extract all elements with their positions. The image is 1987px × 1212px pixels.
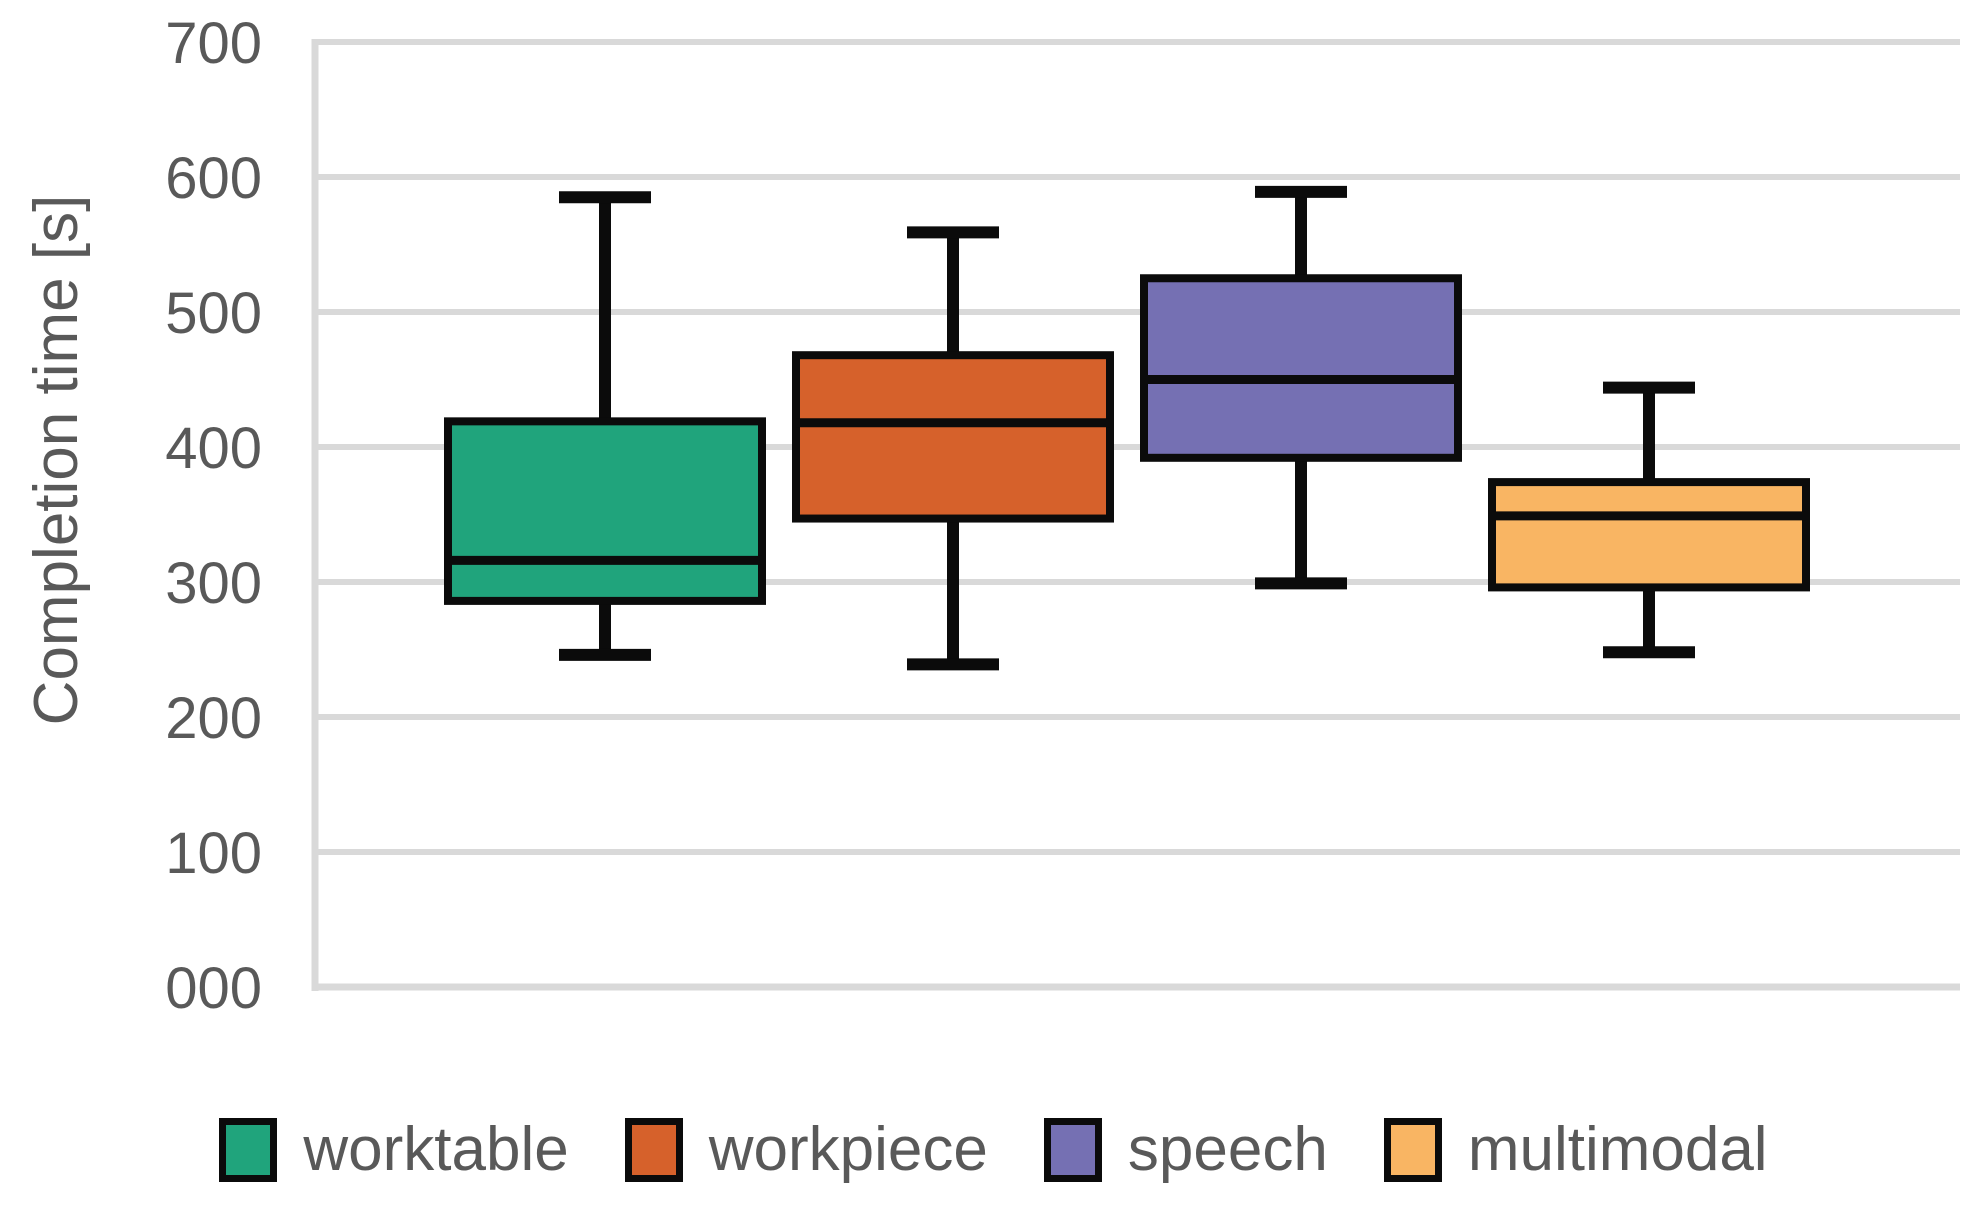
box-worktable — [444, 417, 766, 605]
legend-item-workpiece: workpiece — [624, 1115, 988, 1184]
legend-label: multimodal — [1467, 1115, 1768, 1184]
y-tick-label: 700 — [165, 11, 262, 76]
legend-item-multimodal: multimodal — [1383, 1115, 1768, 1184]
legend: worktable workpiece speech multimodal — [0, 1118, 1987, 1182]
box-workpiece — [792, 351, 1114, 523]
y-tick-label: 000 — [165, 956, 262, 1021]
y-tick-label: 100 — [165, 821, 262, 886]
legend-swatch-speech — [1043, 1118, 1102, 1182]
legend-label: speech — [1127, 1115, 1328, 1184]
y-tick-label: 500 — [165, 281, 262, 346]
legend-swatch-multimodal — [1383, 1118, 1442, 1182]
y-tick-label: 400 — [165, 416, 262, 481]
legend-label: workpiece — [708, 1115, 988, 1184]
box-multimodal — [1488, 478, 1810, 592]
legend-swatch-worktable — [219, 1118, 278, 1182]
legend-item-speech: speech — [1043, 1115, 1328, 1184]
box-speech — [1140, 274, 1462, 462]
legend-item-worktable: worktable — [219, 1115, 569, 1184]
y-tick-label: 200 — [165, 686, 262, 751]
legend-swatch-workpiece — [624, 1118, 683, 1182]
y-tick-label: 600 — [165, 146, 262, 211]
legend-label: worktable — [303, 1115, 569, 1184]
y-tick-label: 300 — [165, 551, 262, 616]
